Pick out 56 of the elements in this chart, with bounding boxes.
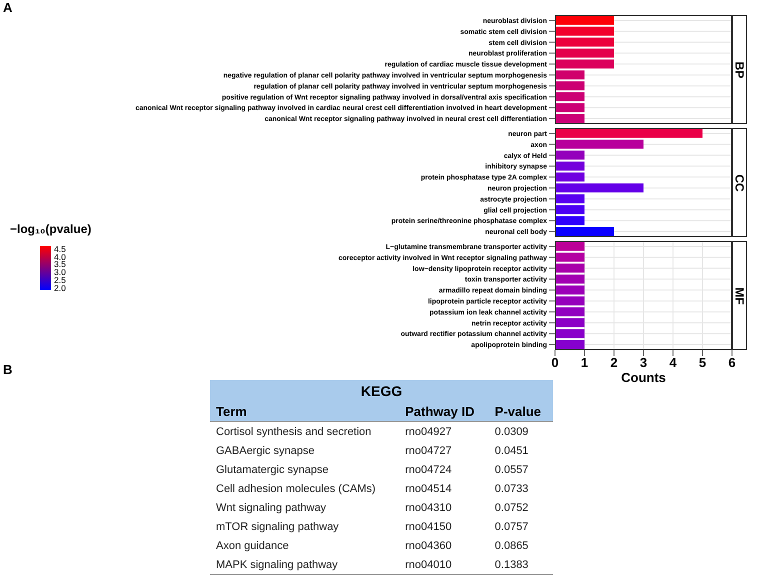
text: Wnt signaling pathway [215,500,328,516]
text: B [3,362,12,377]
bar [555,183,644,192]
text: BP [732,61,747,78]
text: rno04010 [399,555,489,574]
x-tick-label: 6 [728,355,736,370]
color-bar-title: −log₁₀(pvalue) [10,222,92,236]
text: 0.0557 [494,462,530,478]
x-tick-label: 2 [610,355,618,370]
text: 0.0733 [494,482,530,496]
color-bar-label: 3.5 [54,259,66,270]
text: KEGG [210,380,553,402]
text: rno04724 [404,462,453,478]
bar [555,162,584,171]
x-axis-title: Counts [621,370,666,385]
text: Glutamatergic synapse [215,462,330,478]
text: A [3,0,12,15]
x-tick-label: 3 [640,355,648,370]
text: rno04514 [404,482,453,496]
text: Pathway ID [399,402,489,422]
text: rno04727 [404,444,453,458]
text: 0.0752 [494,500,530,516]
x-tick-label: 5 [698,355,706,370]
bar [555,172,584,182]
bar [555,226,614,236]
color-bar-label: 3.0 [54,267,66,278]
text: 0.0865 [494,538,530,554]
x-tick-label: 0 [551,355,559,370]
text: Term [210,402,400,422]
text: 0.1383 [488,555,553,574]
text: 0.0757 [494,520,530,534]
bar [555,150,584,160]
text: 0.0451 [494,444,530,458]
color-bar-label: 2.5 [54,275,66,286]
text: Cortisol synthesis and secretion [215,424,372,440]
bar [555,128,702,138]
text: Cell adhesion molecules (CAMs) [215,482,377,496]
text: 0.0309 [494,424,530,440]
text: rno04927 [404,424,453,440]
text: GABAergic synapse [215,444,316,458]
text: MF [732,286,747,304]
color-bar-label: 2.0 [54,282,66,293]
x-tick-label: 4 [669,355,678,370]
text: rno04310 [404,500,453,516]
color-bar-label: 4.0 [54,252,66,262]
x-tick-label: 1 [580,355,588,370]
text: CC [732,174,746,192]
bar [555,140,644,149]
text: MAPK signaling pathway [210,555,400,574]
color-bar-label: 4.5 [54,244,66,254]
text: Axon guidance [215,538,290,554]
text: P-value [488,402,553,422]
text: rno04360 [404,538,453,554]
bar [555,216,584,226]
text: mTOR signaling pathway [215,520,340,534]
text: rno04150 [404,520,453,534]
